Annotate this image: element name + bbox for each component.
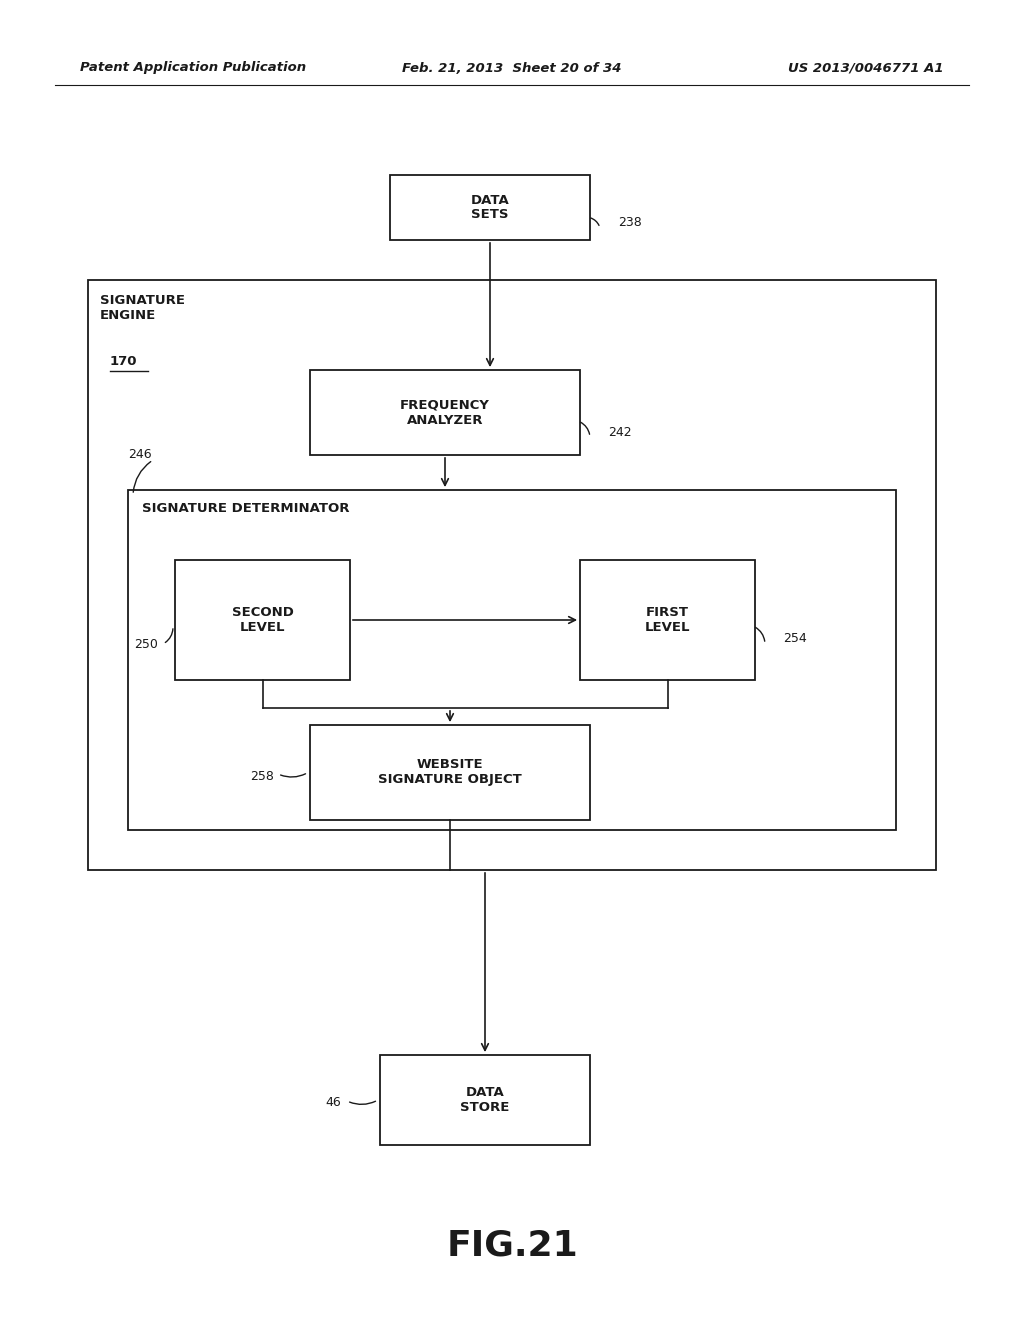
Bar — [310, 725, 590, 820]
Text: WEBSITE
SIGNATURE OBJECT: WEBSITE SIGNATURE OBJECT — [378, 759, 522, 787]
Text: DATA
SETS: DATA SETS — [471, 194, 509, 222]
Text: SIGNATURE DETERMINATOR: SIGNATURE DETERMINATOR — [142, 502, 349, 515]
Text: 258: 258 — [250, 770, 273, 783]
Text: 170: 170 — [110, 355, 137, 368]
Bar — [310, 370, 580, 455]
Text: SIGNATURE
ENGINE: SIGNATURE ENGINE — [100, 294, 185, 322]
Text: FIRST
LEVEL: FIRST LEVEL — [645, 606, 690, 634]
Text: 250: 250 — [134, 638, 158, 651]
Text: US 2013/0046771 A1: US 2013/0046771 A1 — [788, 62, 944, 74]
Bar — [175, 560, 350, 680]
Text: 254: 254 — [783, 632, 807, 645]
Text: 46: 46 — [325, 1097, 341, 1110]
Text: 238: 238 — [618, 216, 642, 230]
Text: 246: 246 — [128, 449, 152, 462]
Text: DATA
STORE: DATA STORE — [461, 1086, 510, 1114]
Text: SECOND
LEVEL: SECOND LEVEL — [231, 606, 294, 634]
Text: Patent Application Publication: Patent Application Publication — [80, 62, 306, 74]
Bar — [380, 1055, 590, 1144]
Text: Feb. 21, 2013  Sheet 20 of 34: Feb. 21, 2013 Sheet 20 of 34 — [402, 62, 622, 74]
Bar — [390, 176, 590, 240]
Bar — [580, 560, 755, 680]
Bar — [128, 490, 896, 830]
Bar — [88, 280, 936, 870]
Text: FREQUENCY
ANALYZER: FREQUENCY ANALYZER — [400, 399, 489, 426]
Text: 242: 242 — [608, 425, 632, 438]
Text: FIG.21: FIG.21 — [446, 1228, 578, 1262]
